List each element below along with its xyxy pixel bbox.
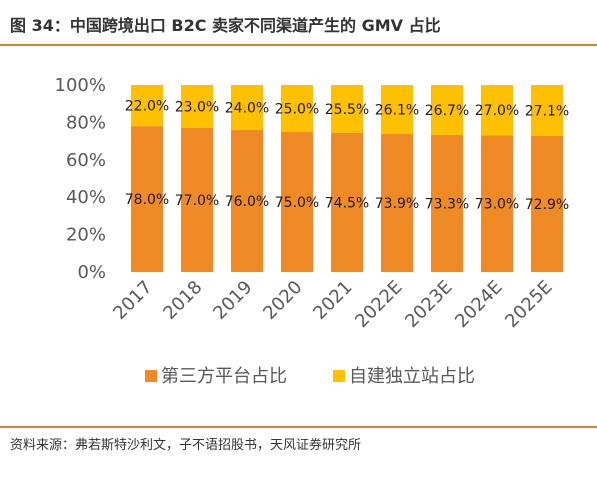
bar-segment-third-party: [531, 135, 563, 272]
title-divider: [0, 44, 597, 46]
bar-segment-third-party: [281, 131, 313, 272]
stacked-bar-chart: 0%20%40%60%80%100% 78.0%22.0%77.0%23.0%7…: [55, 75, 570, 387]
bar-data-label: 73.9%: [375, 196, 419, 212]
legend-label: 第三方平台占比: [161, 366, 287, 387]
bar-segment-third-party: [131, 126, 163, 272]
bar-data-label: 73.3%: [425, 196, 469, 212]
legend-label: 自建独立站占比: [349, 366, 475, 387]
bar-data-label: 26.1%: [375, 102, 419, 118]
bar-data-label: 78.0%: [125, 192, 169, 208]
legend-swatch: [333, 370, 345, 382]
bar-segment-third-party: [431, 134, 463, 272]
bars: [131, 85, 563, 272]
bar-segment-independent-site: [481, 85, 513, 136]
bar-data-label: 27.1%: [525, 103, 569, 119]
x-tick-label: 2023E: [401, 277, 456, 332]
x-tick-label: 2021: [309, 277, 356, 324]
y-axis: 0% 20% 40% 60% 80% 100%: [55, 75, 106, 283]
bar-data-label: 25.5%: [325, 102, 369, 118]
source-note: 资料来源：弗若斯特沙利文，子不语招股书，天风证券研究所: [10, 438, 362, 453]
bar-data-label: 25.0%: [275, 101, 319, 117]
bar-segment-third-party: [481, 135, 513, 272]
source-divider: [0, 426, 597, 428]
bar-data-label: 77.0%: [175, 193, 219, 209]
bar-data-label: 23.0%: [175, 100, 219, 116]
bar-data-label: 27.0%: [475, 103, 519, 119]
bar-segment-independent-site: [331, 85, 363, 133]
bar-segment-independent-site: [381, 85, 413, 134]
bar-data-label: 74.5%: [325, 195, 369, 211]
bar-data-label: 22.0%: [125, 99, 169, 115]
y-tick-label: 100%: [55, 75, 106, 96]
bar-data-label: 24.0%: [225, 100, 269, 116]
bar-segment-independent-site: [231, 85, 263, 130]
bar-segment-third-party: [181, 128, 213, 272]
bar-data-label: 75.0%: [275, 195, 319, 211]
y-tick-label: 80%: [66, 112, 106, 133]
legend-swatch: [145, 370, 157, 382]
x-tick-label: 2019: [209, 277, 256, 324]
x-tick-label: 2017: [109, 277, 156, 324]
bar-data-label: 72.9%: [525, 197, 569, 213]
bar-labels: 78.0% 22.0% 77.0% 23.0% 76.0% 24.0% 75.0% 25.0%…: [125, 99, 569, 213]
bar-data-label: 26.7%: [425, 103, 469, 119]
y-tick-label: 60%: [66, 150, 106, 171]
y-tick-label: 0%: [77, 262, 106, 283]
bar-segment-independent-site: [181, 85, 213, 129]
x-tick-label: 2018: [159, 277, 206, 324]
x-tick-label: 2020: [259, 277, 306, 324]
x-tick-label: 2022E: [351, 277, 406, 332]
bar-segment-third-party: [231, 129, 263, 272]
bar-segment-independent-site: [281, 85, 313, 132]
bar-segment-independent-site: [531, 85, 563, 136]
y-tick-label: 40%: [66, 187, 106, 208]
bar-segment-independent-site: [131, 85, 163, 127]
bar-segment-third-party: [381, 133, 413, 272]
x-tick-label: 2025E: [501, 277, 556, 332]
bar-data-label: 73.0%: [475, 197, 519, 213]
x-tick-label: 2024E: [451, 277, 506, 332]
bar-data-label: 76.0%: [225, 194, 269, 210]
legend: 第三方平台占比 自建独立站占比: [145, 366, 475, 387]
bar-segment-independent-site: [431, 85, 463, 135]
y-tick-label: 20%: [66, 225, 106, 246]
chart-title: 图 34：中国跨境出口 B2C 卖家不同渠道产生的 GMV 占比: [10, 16, 441, 35]
bar-segment-third-party: [331, 132, 363, 272]
